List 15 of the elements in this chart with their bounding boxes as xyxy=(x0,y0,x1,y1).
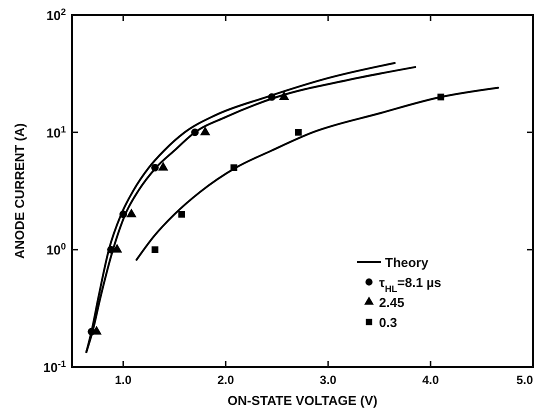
y-axis-title: ANODE CURRENT (A) xyxy=(12,123,27,259)
legend-label: τ$_{HL}$=8.1 µs xyxy=(379,275,442,294)
y-tick-label: 10$^{-1}$ xyxy=(43,359,66,375)
legend-label: Theory xyxy=(385,255,430,270)
y-tick-label: 10$^{1}$ xyxy=(46,124,66,140)
x-tick-label: 3.0 xyxy=(320,373,337,387)
y-tick-label: 10$^{2}$ xyxy=(46,7,66,23)
x-tick-label: 5.0 xyxy=(516,373,534,387)
x-tick-label: 2.0 xyxy=(217,373,234,387)
legend-label: 0.3 xyxy=(379,315,398,330)
x-tick-label: 1.0 xyxy=(114,373,132,387)
x-tick-label: 4.0 xyxy=(422,373,440,387)
y-tick-label: 10$^{0}$ xyxy=(46,242,66,258)
legend-label: 2.45 xyxy=(379,295,404,310)
x-axis-title: ON-STATE VOLTAGE (V) xyxy=(228,393,378,408)
